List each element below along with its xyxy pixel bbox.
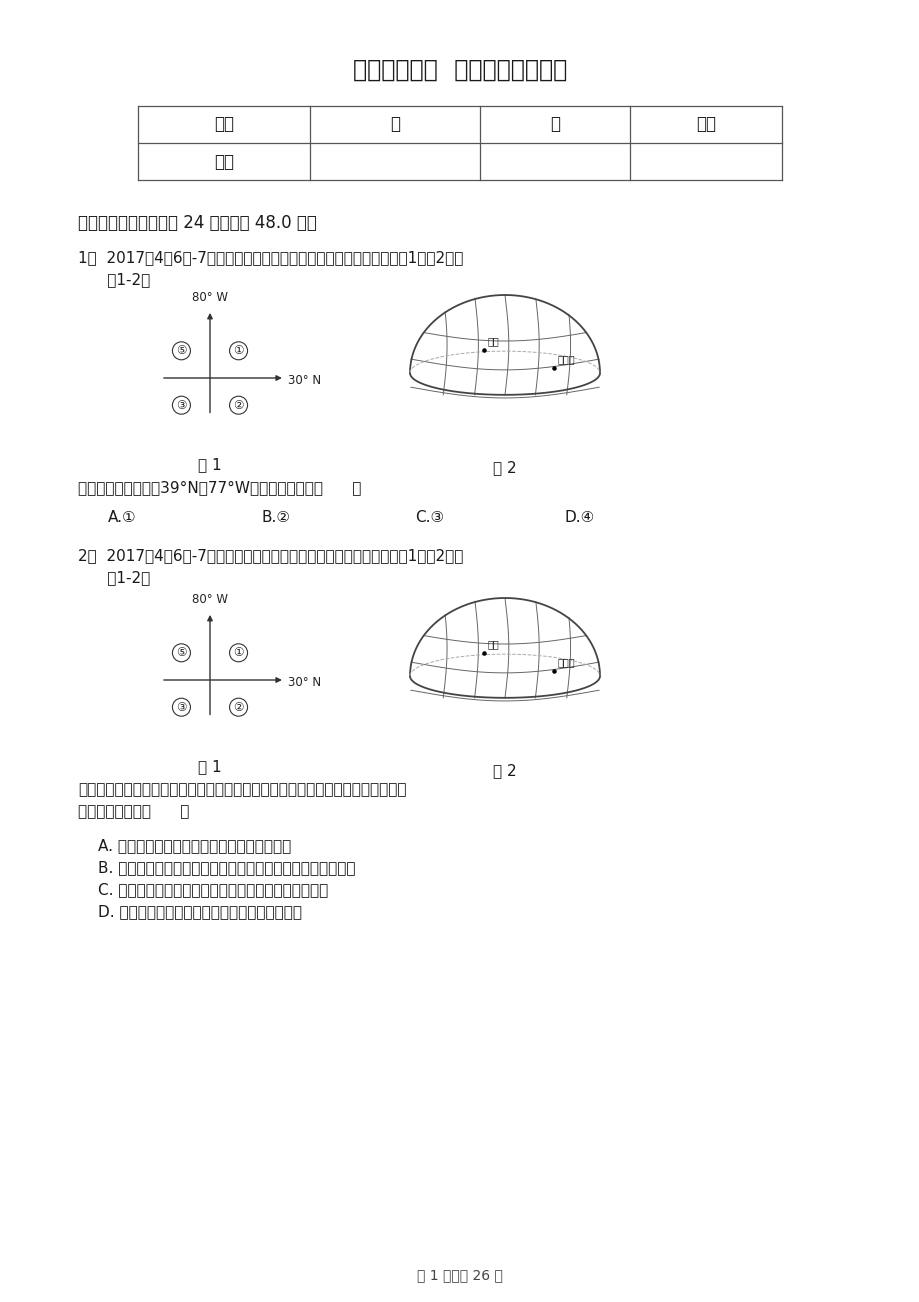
Text: ③: ③ [176,700,187,713]
Text: 图 1: 图 1 [198,759,221,773]
Text: 北京: 北京 [486,337,498,346]
Text: A.①: A.① [108,510,137,525]
Text: 30° N: 30° N [288,676,321,689]
Text: 华盛顿: 华盛顿 [557,354,574,365]
Text: ③: ③ [176,398,187,411]
Text: C. 中国和美国两国领土都位于热带和北温带，没有寒带: C. 中国和美国两国领土都位于热带和北温带，没有寒带 [98,881,328,897]
Text: 图 1: 图 1 [198,457,221,473]
Text: 第 1 页，共 26 页: 第 1 页，共 26 页 [416,1268,503,1282]
Text: 题号: 题号 [214,116,233,134]
Text: 习近平强调「宽广的太平洋足以能容下中美两个大国」，下列关于中国和美国的说: 习近平强调「宽广的太平洋足以能容下中美两个大国」，下列关于中国和美国的说 [78,783,406,797]
Text: 法，不正确的是（      ）: 法，不正确的是（ ） [78,805,189,819]
Text: ⑤: ⑤ [176,646,187,659]
Text: ②: ② [233,700,244,713]
Text: 30° N: 30° N [288,374,321,387]
Text: 答1-2题: 答1-2题 [78,570,150,585]
Text: ①: ① [233,344,244,357]
Text: 得分: 得分 [214,152,233,171]
Text: 总分: 总分 [696,116,715,134]
Text: 一: 一 [390,116,400,134]
Text: 一、单选题（本大题共 24 小题，共 48.0 分）: 一、单选题（本大题共 24 小题，共 48.0 分） [78,214,316,232]
Text: 山东省临沂市  中考地理一模试卷: 山东省临沂市 中考地理一模试卷 [353,59,566,82]
Text: A. 中国位于太平洋西岸，美国位于太平洋东岸: A. 中国位于太平洋西岸，美国位于太平洋东岸 [98,838,291,853]
Text: 1．  2017年4月6日-7日，国家主席习近平对美国进行国事访问，组合图1，图2，回: 1． 2017年4月6日-7日，国家主席习近平对美国进行国事访问，组合图1，图2… [78,250,463,266]
Text: 美国首都华盛顿（约39°N，77°W），位于图中的（      ）: 美国首都华盛顿（约39°N，77°W），位于图中的（ ） [78,480,361,495]
Text: ⑤: ⑤ [176,344,187,357]
Text: 图 2: 图 2 [493,460,516,475]
Text: D.④: D.④ [564,510,595,525]
Text: B. 中国和美国之间的政治、经济合作商谈可称为「南北对话」: B. 中国和美国之间的政治、经济合作商谈可称为「南北对话」 [98,861,355,875]
Text: 80° W: 80° W [192,592,228,605]
Text: ①: ① [233,646,244,659]
Text: 图 2: 图 2 [493,763,516,779]
Text: 2．  2017年4月6日-7日，国家主席习近平对美国进行国事访问，组合图1，图2，回: 2． 2017年4月6日-7日，国家主席习近平对美国进行国事访问，组合图1，图2… [78,548,463,562]
Text: 二: 二 [550,116,560,134]
Text: C.③: C.③ [414,510,444,525]
Text: D. 由于地球的自转，中国和美国会出现时间差异: D. 由于地球的自转，中国和美国会出现时间差异 [98,904,301,919]
Text: 北京: 北京 [486,639,498,650]
Text: 答1-2题: 答1-2题 [78,272,150,286]
Text: 华盛顿: 华盛顿 [557,658,574,668]
Text: 80° W: 80° W [192,292,228,303]
Text: B.②: B.② [262,510,290,525]
Text: ②: ② [233,398,244,411]
